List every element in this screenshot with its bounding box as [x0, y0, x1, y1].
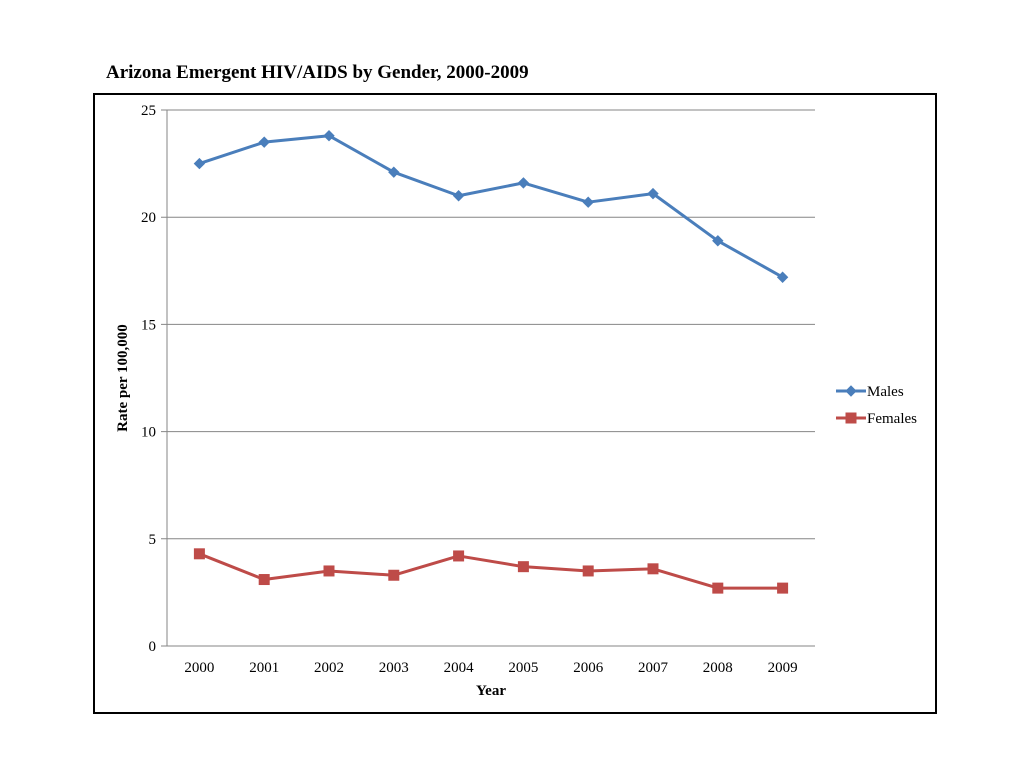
data-point-females	[193, 548, 205, 560]
y-axis-title: Rate per 100,000	[115, 324, 131, 432]
series-line-females	[198, 552, 783, 590]
series-line-males	[198, 134, 784, 279]
y-tick-label: 25	[141, 103, 156, 119]
legend-item-males: Males	[836, 384, 904, 400]
x-tick-label: 2005	[508, 660, 538, 676]
legend: Males Females	[836, 384, 917, 427]
data-point-females	[258, 574, 270, 586]
legend-label-males: Males	[867, 384, 904, 400]
data-point-females	[777, 582, 789, 594]
x-tick-labels: 2000 2001 2002 2003 2004 2005 2006 2007 2008 2009	[184, 660, 797, 676]
x-tick-label: 2000	[184, 660, 214, 676]
x-tick-label: 2007	[638, 660, 669, 676]
x-tick-label: 2003	[379, 660, 409, 676]
x-tick-label: 2001	[249, 660, 279, 676]
x-tick-label: 2006	[573, 660, 604, 676]
page-title: Arizona Emergent HIV/AIDS by Gender, 200…	[106, 62, 529, 83]
data-point-males	[517, 177, 530, 189]
series-males	[193, 130, 789, 283]
x-tick-label: 2008	[703, 660, 733, 676]
data-point-males	[323, 130, 335, 142]
data-point-females	[582, 565, 594, 577]
legend-marker-females	[845, 412, 857, 424]
data-point-females	[453, 550, 465, 562]
data-point-males	[712, 235, 724, 247]
data-point-males	[193, 157, 206, 170]
data-point-males	[647, 187, 659, 200]
series-females	[193, 548, 789, 594]
data-point-males	[776, 271, 789, 283]
y-tick-labels: 0 5 10 15 20 25	[141, 103, 156, 655]
y-tick-label: 10	[141, 425, 156, 441]
data-point-males	[582, 196, 594, 208]
data-point-females	[517, 561, 529, 573]
data-point-females	[388, 569, 400, 581]
legend-label-females: Females	[867, 411, 917, 427]
data-point-males	[258, 136, 270, 148]
y-tick-label: 0	[149, 639, 157, 655]
chart-frame	[93, 93, 937, 714]
data-point-males	[452, 190, 465, 202]
data-point-females	[712, 582, 724, 594]
data-point-males	[388, 166, 400, 178]
y-tick-label: 15	[141, 317, 156, 333]
y-tick-label: 20	[141, 210, 156, 226]
y-tick-label: 5	[149, 532, 157, 548]
gridlines	[161, 109, 815, 647]
x-tick-label: 2004	[444, 660, 475, 676]
x-tick-label: 2002	[314, 660, 344, 676]
legend-item-females: Females	[836, 411, 917, 427]
data-point-females	[647, 563, 659, 575]
x-tick-label: 2009	[768, 660, 798, 676]
data-point-females	[323, 565, 335, 577]
x-axis-title: Year	[476, 683, 506, 699]
series-layer	[193, 130, 789, 594]
legend-marker-males	[845, 385, 857, 397]
